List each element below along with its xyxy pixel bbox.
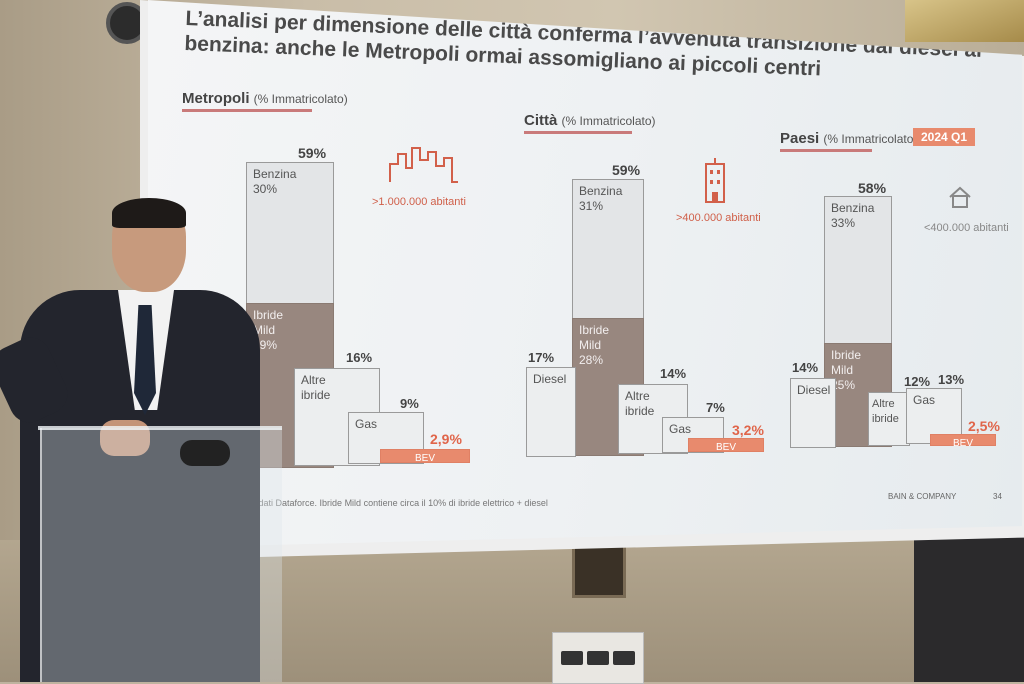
bar-label: Gas [355,417,378,431]
bev-pct: 2,5% [968,418,1000,434]
bev-pct: 2,9% [430,431,462,447]
bar-value: 25% [831,378,856,392]
altre-pct: 14% [660,366,687,381]
section-name: Paesi [780,130,820,147]
gas-pct: 7% [706,400,725,415]
paesi-habitants: <400.000 abitanti [924,222,1009,234]
period-badge: 2024 Q1 [913,128,975,146]
house-icon [949,186,971,208]
switch-panel [552,632,644,684]
gas-pct: 9% [400,396,419,411]
speaker-hair [112,198,186,228]
section-metropoli: Metropoli (% Immatricolato) [182,90,348,112]
bar-value: 31% [579,199,604,213]
section-underline [780,149,872,152]
altre-pct: 12% [904,374,931,389]
bar-label: Gas [913,393,936,407]
bar-benzina: Benzina 30% [246,162,334,304]
bar-value: 28% [579,353,604,367]
bar-label: Ibride Mild [253,308,284,337]
bar-label: Benzina [579,184,623,198]
section-paesi: Paesi (% Immatricolato) [780,130,917,152]
diesel-pct: 14% [792,360,819,375]
total-pct: 59% [298,145,327,161]
gold-trim [905,0,1024,42]
diesel-pct: 17% [528,350,555,365]
bar-value: 33% [831,216,856,230]
bar-label: Altre ibride [301,373,331,402]
citta-habitants: >400.000 abitanti [676,212,761,224]
bar-label: Diesel [533,372,567,386]
section-sub: (% Immatricolato) [253,92,348,106]
glass-podium [40,428,282,682]
metropoli-habitants: >1.000.000 abitanti [372,196,466,208]
total-pct: 58% [858,180,887,196]
section-underline [182,109,312,112]
footnote: Bain su dati Dataforce. Ibride Mild cont… [226,498,548,508]
bar-label: Altre ibride [625,389,655,418]
bar-label: Ibride Mild [579,323,610,352]
bar-diesel: Diesel [526,367,576,457]
section-sub: (% Immatricolato) [561,114,656,128]
section-name: Metropoli [182,90,250,107]
page-number: 34 [993,492,1002,501]
bar-label: Gas [669,422,692,436]
bar-bev: BEV [688,438,764,453]
section-underline [524,131,632,134]
bar-value: 30% [253,182,278,196]
section-name: Città [524,112,558,129]
gas-pct: 13% [938,372,965,387]
bar-label: Benzina [831,201,875,215]
bar-label: Altre ibride [872,398,899,425]
bar-label: Benzina [253,167,297,181]
section-sub: (% Immatricolato) [823,132,918,146]
speaker [0,198,270,682]
wall-vent [572,540,626,598]
bar-label: Diesel [797,383,831,397]
bar-altre-ibride: Altre ibride [868,392,910,446]
bar-diesel: Diesel [790,378,836,448]
microphone [180,440,230,466]
metropolis-icon [389,147,458,183]
curtain [914,515,1024,682]
building-icon [705,158,725,203]
bar-bev: BEV [380,449,470,464]
altre-pct: 16% [346,350,373,365]
projection-screen: L’analisi per dimensione delle città con… [148,0,1022,548]
bev-pct: 3,2% [732,422,764,438]
bar-benzina: Benzina 31% [572,179,644,319]
section-citta: Città (% Immatricolato) [524,112,656,134]
bar-benzina: Benzina 33% [824,196,892,344]
brand-logo: BAIN & COMPANY [888,492,957,501]
total-pct: 59% [612,162,641,178]
podium-top [38,426,282,430]
bar-bev: BEV [930,434,996,449]
bar-label: Ibride Mild [831,348,862,377]
speaker-tie [134,305,156,415]
